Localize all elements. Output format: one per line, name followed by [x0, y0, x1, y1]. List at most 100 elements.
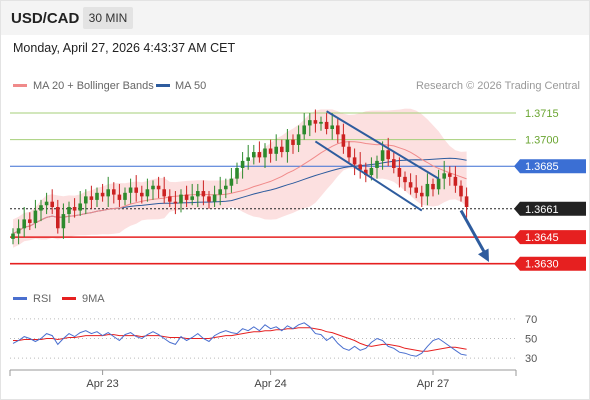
candle-body: [112, 189, 116, 195]
rsi-line: [12, 322, 467, 357]
x-tick-label-0: Apr 23: [86, 378, 118, 390]
candle-body: [425, 183, 430, 197]
candle-body: [207, 196, 211, 202]
candle-body: [464, 196, 469, 207]
candle-body: [100, 192, 105, 197]
candle-body: [252, 152, 256, 158]
candle-body: [358, 164, 362, 170]
candle-body: [280, 146, 284, 153]
candle-body: [56, 207, 60, 229]
candle-body: [140, 192, 144, 197]
x-tick-label-2: Apr 27: [417, 378, 449, 390]
candle-body: [212, 194, 217, 202]
candle-body: [263, 148, 267, 158]
candle-body: [28, 219, 32, 223]
candle-body: [442, 173, 446, 179]
candle-body: [168, 196, 172, 202]
candle-body: [72, 207, 77, 211]
candle-body: [11, 233, 15, 239]
trend-line-lower: [314, 140, 423, 212]
candle-body: [324, 121, 329, 129]
candle-body: [386, 150, 390, 160]
candle-body: [308, 120, 312, 126]
candle-body: [39, 205, 43, 211]
candle-body: [201, 191, 206, 197]
candle-body: [16, 228, 21, 234]
candle-body: [224, 185, 228, 190]
ma50-legend-swatch: [156, 84, 170, 87]
candle-body: [375, 160, 379, 168]
rsi-legend-label: RSI: [33, 293, 52, 305]
candle-body: [50, 201, 54, 207]
candle-body: [291, 139, 295, 145]
ma20-legend-swatch: [13, 84, 27, 87]
candle-body: [431, 183, 435, 190]
candle-body: [414, 187, 418, 193]
candle-body: [218, 189, 222, 195]
level-label-2: 1.3685: [525, 161, 559, 173]
candle-body: [190, 196, 194, 200]
candle-body: [145, 189, 150, 197]
level-label-1: 1.3700: [525, 135, 559, 147]
candle-body: [162, 189, 166, 197]
candle-body: [403, 176, 407, 183]
level-label-0: 1.3715: [525, 108, 559, 120]
candle-body: [436, 178, 441, 190]
level-label-3: 1.3661: [525, 204, 559, 216]
trend-line-upper: [326, 110, 440, 180]
candle-body: [61, 214, 66, 229]
candle-body: [313, 120, 318, 124]
rsi-ma-legend-label: 9MA: [82, 293, 105, 305]
candle-body: [22, 219, 26, 229]
candle-body: [448, 173, 452, 177]
rsi-ma-legend-swatch: [62, 297, 76, 300]
candle-body: [235, 168, 239, 179]
candle-body: [274, 146, 278, 154]
candle-body: [246, 157, 250, 161]
candle-body: [257, 152, 262, 158]
level-label-5: 1.3630: [525, 259, 559, 271]
timestamp: Monday, April 27, 2026 4:43:37 AM CET: [13, 41, 236, 55]
candle-body: [44, 201, 49, 206]
rsi-ma-line: [13, 327, 467, 352]
candle-body: [397, 168, 402, 177]
candle-body: [420, 192, 424, 197]
candle-body: [78, 203, 82, 211]
candle-body: [296, 134, 301, 145]
candle-body: [285, 139, 290, 153]
symbol-title: USD/CAD: [11, 10, 80, 27]
level-label-box-4: [514, 230, 586, 245]
candle-body: [330, 125, 334, 129]
candle-body: [173, 201, 178, 204]
candle-body: [268, 148, 273, 154]
candle-body: [336, 125, 340, 135]
level-label-box-3: [514, 201, 586, 216]
x-tick-label-1: Apr 24: [254, 378, 286, 390]
rsi-tick-label-70: 70: [525, 314, 537, 326]
candle-body: [184, 194, 189, 200]
candle-body: [408, 182, 413, 188]
candle-body: [196, 191, 200, 197]
candle-body: [179, 194, 183, 204]
rsi-tick-label-50: 50: [525, 334, 537, 346]
candle-body: [453, 176, 458, 186]
candle-body: [156, 185, 161, 190]
candle-body: [89, 196, 94, 200]
candle-body: [459, 185, 463, 197]
credit-text: Research © 2026 Trading Central: [415, 80, 580, 92]
timeframe-button[interactable]: 30 MIN: [83, 7, 133, 29]
ma20-legend-label: MA 20 + Bollinger Bands: [33, 80, 154, 92]
candle-body: [151, 185, 155, 190]
candle-body: [240, 160, 245, 168]
bollinger-band: [13, 108, 467, 248]
level-label-box-5: [514, 256, 586, 271]
candle-body: [95, 192, 99, 200]
candle-body: [33, 210, 38, 223]
candle-body: [128, 187, 133, 193]
rsi-legend-swatch: [13, 297, 27, 300]
candle-body: [84, 196, 88, 204]
forecast-arrow-shaft: [459, 209, 489, 258]
ma20-line: [12, 141, 467, 235]
level-label-box-2: [514, 159, 586, 174]
